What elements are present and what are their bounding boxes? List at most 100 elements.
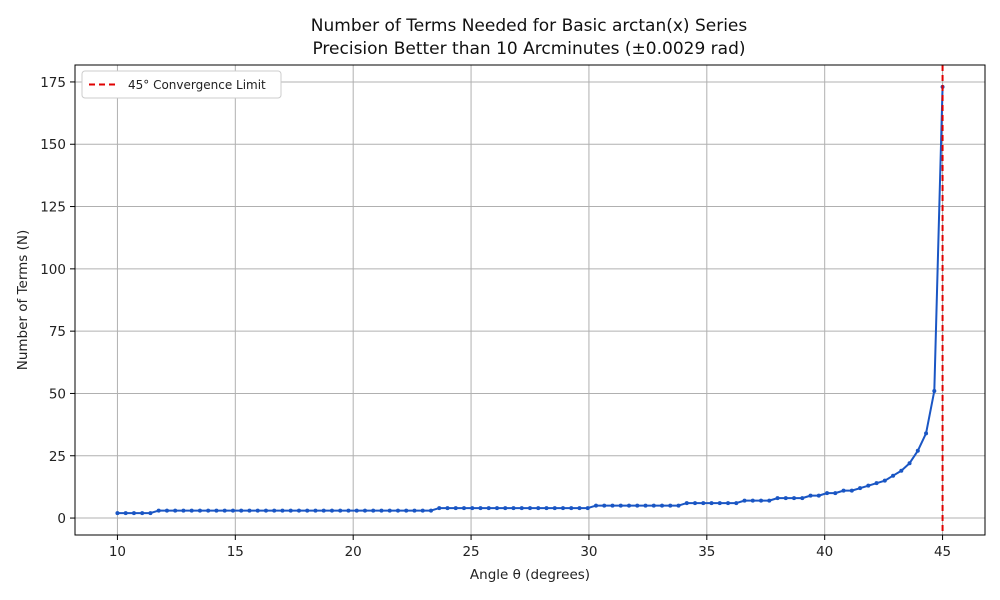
y-axis-label: Number of Terms (N) (15, 230, 31, 371)
data-point (800, 496, 805, 501)
x-tick-label: 40 (816, 544, 833, 560)
data-point (775, 496, 780, 501)
data-point (420, 508, 425, 513)
data-point (899, 468, 904, 473)
data-point (750, 498, 755, 503)
chart-title-line1: Number of Terms Needed for Basic arctan(… (311, 16, 748, 36)
y-tick-label: 75 (49, 324, 66, 340)
data-point (164, 508, 169, 513)
data-layer (115, 65, 945, 535)
legend-label: 45° Convergence Limit (128, 78, 266, 92)
data-point (280, 508, 285, 513)
data-point (148, 511, 153, 516)
chart-title-line2: Precision Better than 10 Arcminutes (±0.… (312, 39, 745, 59)
data-point (206, 508, 211, 513)
data-point (156, 508, 161, 513)
data-point (305, 508, 310, 513)
data-point (759, 498, 764, 503)
data-point (461, 506, 466, 511)
data-point (362, 508, 367, 513)
y-tick-label: 175 (40, 75, 66, 91)
data-point (668, 503, 673, 508)
axis-ticks: 10 15 20 25 30 35 40 45 0 25 50 75 100 125 150 175 (40, 75, 951, 560)
data-point (395, 508, 400, 513)
data-point (123, 511, 128, 516)
y-tick-label: 25 (49, 449, 66, 465)
data-point (255, 508, 260, 513)
data-point (594, 503, 599, 508)
x-tick-label: 30 (580, 544, 597, 560)
data-point (602, 503, 607, 508)
data-point (561, 506, 566, 511)
data-point (552, 506, 557, 511)
legend: 45° Convergence Limit (81, 70, 282, 99)
y-tick-label: 50 (49, 386, 66, 402)
y-tick-label: 100 (40, 262, 66, 278)
data-point (849, 488, 854, 493)
data-point (296, 508, 301, 513)
data-point (263, 508, 268, 513)
data-point (379, 508, 384, 513)
data-point (792, 496, 797, 501)
data-point (173, 508, 178, 513)
data-point (676, 503, 681, 508)
data-point (882, 478, 887, 483)
data-point (924, 431, 929, 436)
data-point (239, 508, 244, 513)
data-point (643, 503, 648, 508)
data-point (767, 498, 772, 503)
legend-box (81, 70, 282, 99)
data-point (915, 448, 920, 453)
data-point (660, 503, 665, 508)
data-point (585, 506, 590, 511)
data-point (453, 506, 458, 511)
data-point (519, 506, 524, 511)
data-point (412, 508, 417, 513)
data-point (627, 503, 632, 508)
data-point (189, 508, 194, 513)
data-point (272, 508, 277, 513)
data-point (816, 493, 821, 498)
data-point (858, 486, 863, 491)
y-tick-label: 0 (57, 511, 66, 527)
data-point (610, 503, 615, 508)
data-point (536, 506, 541, 511)
x-tick-label: 15 (227, 544, 244, 560)
data-point (222, 508, 227, 513)
data-point (618, 503, 623, 508)
data-point (726, 501, 731, 506)
data-point (329, 508, 334, 513)
data-point (437, 506, 442, 511)
data-point (635, 503, 640, 508)
data-point (577, 506, 582, 511)
data-point (486, 506, 491, 511)
data-point (734, 501, 739, 506)
data-point (140, 511, 145, 516)
data-point (247, 508, 252, 513)
x-tick-label: 25 (462, 544, 479, 560)
data-point (354, 508, 359, 513)
x-tick-label: 35 (698, 544, 715, 560)
data-point (214, 508, 219, 513)
data-point (866, 483, 871, 488)
data-point (544, 506, 549, 511)
data-point (321, 508, 326, 513)
data-point (874, 481, 879, 486)
data-point (783, 496, 788, 501)
data-point (404, 508, 409, 513)
data-point (478, 506, 483, 511)
data-point (511, 506, 516, 511)
data-point (115, 511, 120, 516)
data-point (197, 508, 202, 513)
x-tick-label: 10 (109, 544, 126, 560)
data-point (445, 506, 450, 511)
data-point (825, 491, 830, 496)
data-point (907, 461, 912, 466)
data-point (709, 501, 714, 506)
data-point (387, 508, 392, 513)
data-point (313, 508, 318, 513)
data-point (131, 511, 136, 516)
plot-frame (74, 64, 986, 536)
data-point (494, 506, 499, 511)
